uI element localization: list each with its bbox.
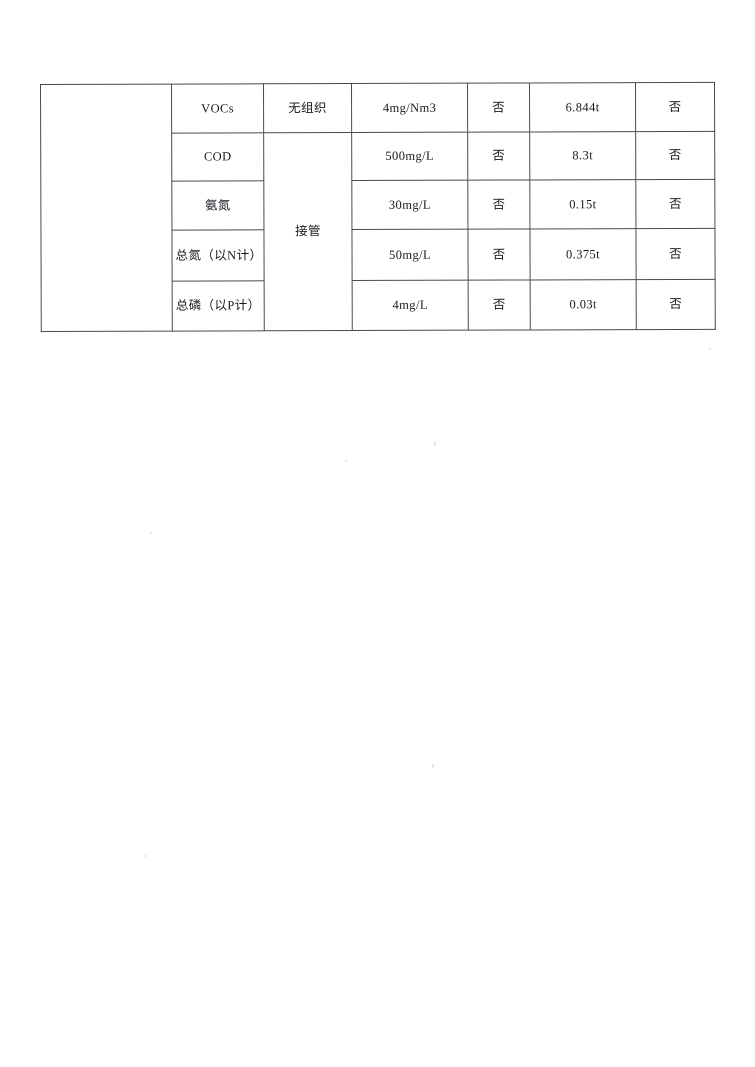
cell-total-amount-2: 8.3t <box>529 131 636 180</box>
cell-blank-first-column <box>40 84 173 332</box>
cell-total-amount-4: 0.375t <box>529 228 637 280</box>
cell-discharge-mode-1: 无组织 <box>263 83 352 133</box>
cell-pollutant-4: 总氮（以N计） <box>171 229 265 282</box>
cell-flag-b-5: 否 <box>636 279 716 330</box>
cell-flag-a-4: 否 <box>467 228 531 281</box>
table-row: VOCs 无组织 4mg/Nm3 否 6.844t 否 <box>40 82 715 332</box>
cell-total-amount-1: 6.844t <box>529 82 636 132</box>
cell-flag-b-2: 否 <box>635 131 715 180</box>
cell-discharge-mode-merged: 接管 <box>263 132 353 331</box>
pollutant-emission-table: VOCs 无组织 4mg/Nm3 否 6.844t 否 COD 接管 500mg… <box>40 82 716 332</box>
cell-flag-a-1: 否 <box>467 82 530 133</box>
cell-total-amount-3: 0.15t <box>529 179 636 229</box>
cell-concentration-1: 4mg/Nm3 <box>351 83 468 133</box>
cell-flag-b-4: 否 <box>635 228 716 280</box>
cell-concentration-4: 50mg/L <box>351 229 469 281</box>
scan-speckle <box>345 460 347 462</box>
scan-speckle <box>144 855 146 857</box>
scan-speckle <box>434 441 436 446</box>
cell-concentration-5: 4mg/L <box>352 280 469 331</box>
cell-pollutant-1: VOCs <box>171 83 264 134</box>
cell-pollutant-2: COD <box>171 132 264 182</box>
cell-concentration-3: 30mg/L <box>351 180 468 230</box>
cell-flag-a-3: 否 <box>467 179 530 230</box>
cell-pollutant-5: 总磷（以P计） <box>172 280 265 332</box>
scan-speckle <box>150 532 152 534</box>
scan-speckle <box>432 764 434 768</box>
cell-pollutant-3: 氨氮 <box>171 180 264 231</box>
cell-concentration-2: 500mg/L <box>351 132 468 181</box>
cell-flag-b-1: 否 <box>635 82 715 132</box>
pollutant-emission-table-wrapper: VOCs 无组织 4mg/Nm3 否 6.844t 否 COD 接管 500mg… <box>40 82 716 332</box>
cell-flag-a-5: 否 <box>468 279 531 331</box>
cell-flag-b-3: 否 <box>635 179 715 229</box>
cell-total-amount-5: 0.03t <box>530 279 637 330</box>
cell-flag-a-2: 否 <box>467 131 530 181</box>
scan-speckle <box>709 348 711 350</box>
